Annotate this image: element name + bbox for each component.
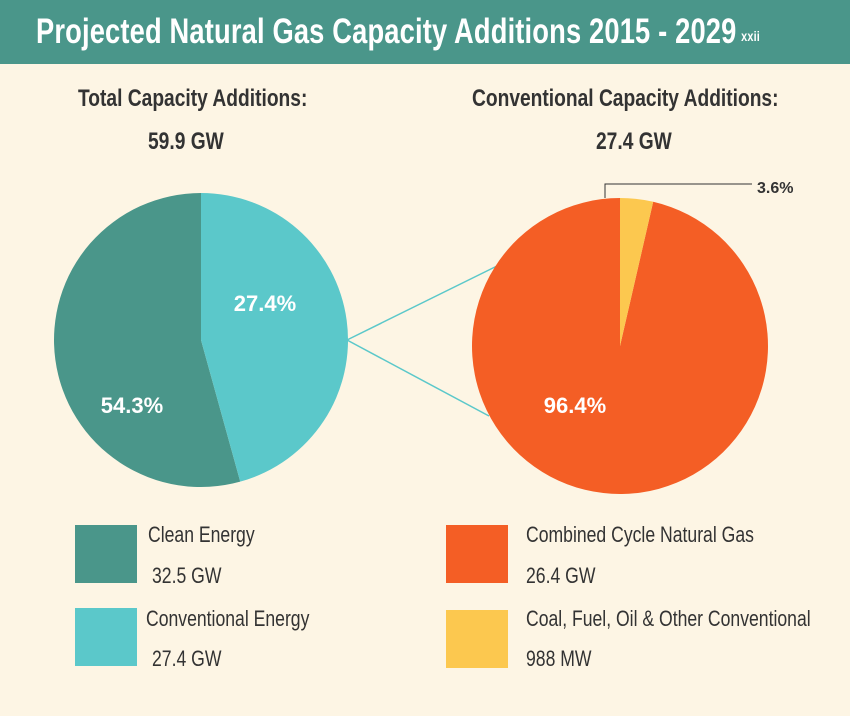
- legend-label-conventional-energy: Conventional Energy: [146, 606, 310, 631]
- slice-label-conventional-energy: 27.4%: [234, 291, 296, 316]
- legend-swatch-combined-cycle: [446, 525, 508, 583]
- callout-leader-line: [604, 183, 752, 198]
- legend-value-clean-energy: 32.5 GW: [152, 563, 222, 588]
- slice-clean-energy: [54, 193, 241, 487]
- legend-value-coal-fuel-oil: 988 MW: [526, 646, 592, 671]
- right-chart-total: 27.4 GW: [596, 128, 672, 155]
- slice-conventional-energy: [201, 193, 349, 482]
- header-bar: Projected Natural Gas Capacity Additions…: [0, 0, 850, 64]
- slice-combined-cycle-natural-gas: [471, 198, 768, 494]
- slice-label-combined-cycle: 96.4%: [544, 393, 606, 418]
- slice-label-coal-fuel-oil: 3.6%: [757, 180, 793, 197]
- right-chart-title: Conventional Capacity Additions:: [472, 85, 779, 112]
- legend-swatch-conventional-energy: [75, 608, 137, 666]
- slice-coal-fuel-oil-other: [620, 198, 654, 346]
- slice-label-clean-energy: 54.3%: [101, 393, 163, 418]
- legend-label-combined-cycle: Combined Cycle Natural Gas: [526, 522, 754, 547]
- legend-label-clean-energy: Clean Energy: [148, 522, 255, 547]
- legend-value-conventional-energy: 27.4 GW: [152, 646, 222, 671]
- left-chart-title: Total Capacity Additions:: [78, 85, 308, 112]
- legend-swatch-coal-fuel-oil: [446, 610, 508, 668]
- connector-line-bottom: [346, 339, 490, 417]
- legend-swatch-clean-energy: [75, 525, 137, 583]
- legend-label-coal-fuel-oil: Coal, Fuel, Oil & Other Conventional: [526, 606, 811, 631]
- connector-line-top: [346, 264, 500, 341]
- legend-value-combined-cycle: 26.4 GW: [526, 563, 596, 588]
- left-chart-total: 59.9 GW: [148, 128, 224, 155]
- page-title: Projected Natural Gas Capacity Additions…: [36, 12, 760, 51]
- title-footnote: xxii: [741, 28, 760, 44]
